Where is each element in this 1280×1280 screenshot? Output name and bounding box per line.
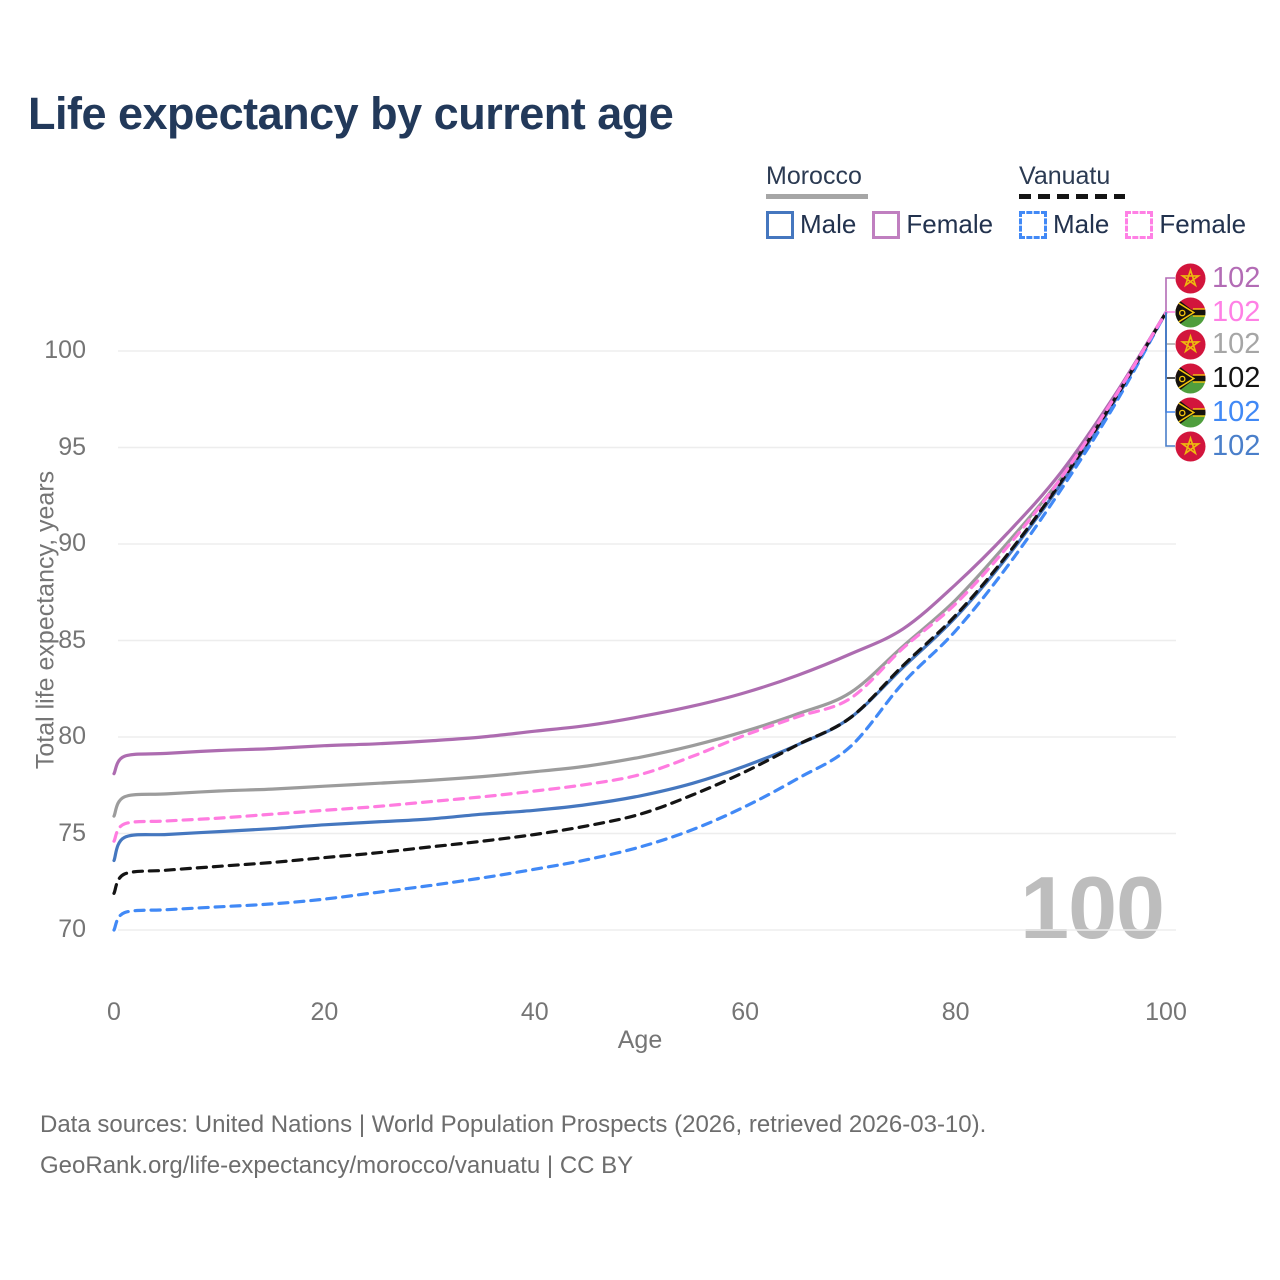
x-tick-label: 80 [941,998,970,1026]
morocco-flag-icon [1175,262,1206,294]
end-label-value: 102 [1212,261,1261,294]
morocco-female-leader-line [1165,277,1175,313]
page-title: Life expectancy by current age [28,88,674,139]
end-label-value: 102 [1212,361,1261,394]
y-tick-label: 70 [58,915,86,943]
end-label-row-morocco-male: 102 [1175,430,1260,462]
legend-label: Female [1159,209,1247,239]
x-tick-label: 20 [310,998,339,1026]
vanuatu-dashed-line-sample [1019,194,1125,199]
vanuatu-both-line [112,310,1168,895]
legend-label: Male [800,209,857,239]
end-label-row-vanuatu-male: 102 [1175,396,1260,428]
footer-data-sources: Data sources: United Nations | World Pop… [40,1111,987,1138]
legend-label: Female [906,209,994,239]
end-label-value: 102 [1212,327,1261,360]
y-tick-label: 75 [58,818,86,847]
end-label-row-morocco-female: 102 [1175,262,1260,294]
morocco-male-swatch [766,210,794,239]
morocco-male-leader-line [1165,312,1175,447]
end-label-value: 102 [1212,429,1261,462]
end-label-row-vanuatu-both: 102 [1175,362,1260,394]
y-tick-label: 95 [58,432,86,461]
vanuatu-female-swatch [1125,210,1154,239]
end-label-value: 102 [1212,295,1261,328]
legend-group-morocco: Morocco Male Female [766,162,993,240]
vanuatu-both-leader-line [1165,312,1175,379]
x-tick-label: 60 [731,998,760,1026]
legend-country-morocco: Morocco [766,162,862,190]
morocco-female-swatch [872,210,901,239]
morocco-flag-icon [1175,328,1206,360]
legend-item-morocco-female[interactable]: Female [872,209,993,240]
x-tick-label: 100 [1145,998,1187,1026]
vanuatu-flag-icon [1175,396,1206,428]
legend-item-vanuatu-female[interactable]: Female [1125,209,1246,240]
x-tick-label: 0 [107,998,121,1026]
y-tick-label: 85 [58,625,86,654]
y-tick-label: 90 [58,529,86,557]
vanuatu-female-line [112,310,1168,843]
legend-item-vanuatu-male[interactable]: Male [1019,209,1109,240]
morocco-female-line [112,310,1168,776]
vanuatu-male-swatch [1019,210,1047,239]
vanuatu-flag-icon [1175,362,1206,394]
vanuatu-flag-icon [1175,296,1206,328]
x-axis-title: Age [617,1026,663,1054]
morocco-solid-line-sample [766,194,868,199]
end-label-row-vanuatu-female: 102 [1175,296,1260,328]
footer-attribution: GeoRank.org/life-expectancy/morocco/vanu… [40,1152,634,1179]
current-age-watermark: 100 [1020,858,1165,957]
morocco-both-leader-line [1165,312,1175,345]
footer: Data sources: United Nations | World Pop… [40,1104,986,1186]
legend-country-vanuatu: Vanuatu [1019,162,1111,190]
x-tick-label: 40 [520,998,549,1026]
morocco-male-line [112,310,1168,863]
end-label-row-morocco-both: 102 [1175,328,1260,360]
morocco-both-line [112,310,1168,818]
legend-label: Male [1053,209,1110,239]
y-tick-label: 100 [44,336,86,364]
vanuatu-male-line [112,310,1168,932]
y-tick-label: 80 [58,722,86,750]
end-label-value: 102 [1212,395,1261,428]
morocco-flag-icon [1175,430,1206,462]
legend-group-vanuatu: Vanuatu Male Female [1019,162,1246,240]
legend-item-morocco-male[interactable]: Male [766,209,856,240]
vanuatu-male-leader-line [1165,312,1175,413]
